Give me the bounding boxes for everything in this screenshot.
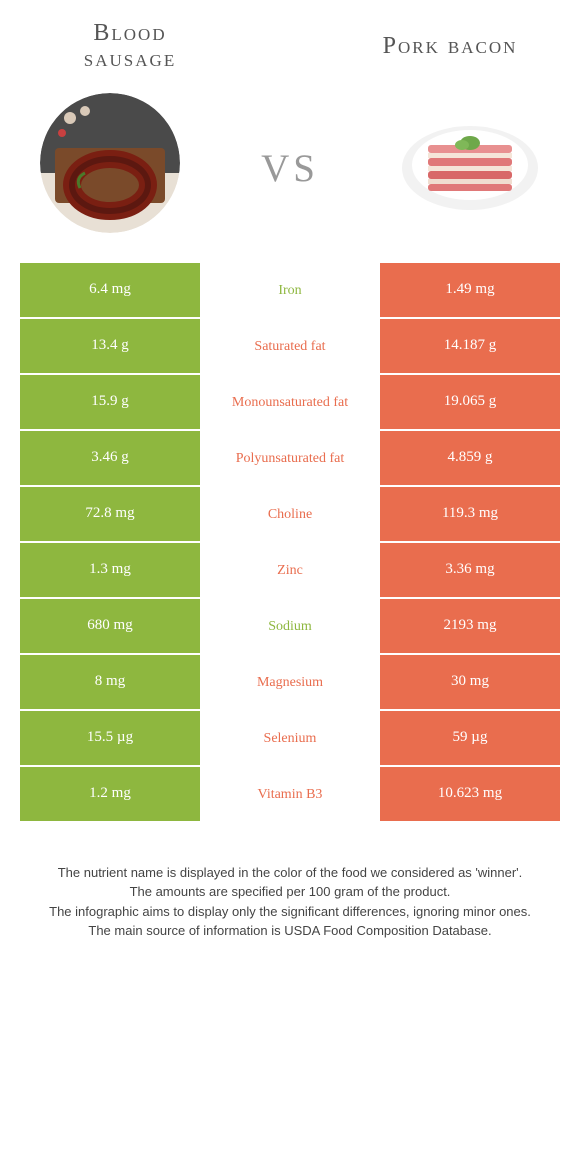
right-food-title: Pork bacon — [360, 33, 540, 59]
header: Blood sausage Pork bacon — [0, 0, 580, 83]
left-value: 8 mg — [20, 655, 200, 711]
nutrient-label: Vitamin B3 — [200, 767, 380, 823]
table-row: 13.4 gSaturated fat14.187 g — [20, 319, 560, 375]
table-row: 15.9 gMonounsaturated fat19.065 g — [20, 375, 560, 431]
footnote-line: The infographic aims to display only the… — [30, 902, 550, 922]
right-value: 19.065 g — [380, 375, 560, 431]
nutrient-label: Magnesium — [200, 655, 380, 711]
right-value: 10.623 mg — [380, 767, 560, 823]
table-row: 680 mgSodium2193 mg — [20, 599, 560, 655]
nutrient-label: Monounsaturated fat — [200, 375, 380, 431]
right-food-image — [400, 113, 540, 213]
left-value: 3.46 g — [20, 431, 200, 487]
table-row: 8 mgMagnesium30 mg — [20, 655, 560, 711]
nutrient-label: Selenium — [200, 711, 380, 767]
right-value: 4.859 g — [380, 431, 560, 487]
right-value: 2193 mg — [380, 599, 560, 655]
footnote-line: The nutrient name is displayed in the co… — [30, 863, 550, 883]
nutrient-label: Polyunsaturated fat — [200, 431, 380, 487]
nutrient-label: Sodium — [200, 599, 380, 655]
table-row: 1.3 mgZinc3.36 mg — [20, 543, 560, 599]
left-title-line2: sausage — [84, 46, 176, 72]
left-value: 1.2 mg — [20, 767, 200, 823]
left-value: 1.3 mg — [20, 543, 200, 599]
right-value: 14.187 g — [380, 319, 560, 375]
right-value: 30 mg — [380, 655, 560, 711]
left-value: 13.4 g — [20, 319, 200, 375]
right-value: 119.3 mg — [380, 487, 560, 543]
footnotes: The nutrient name is displayed in the co… — [0, 823, 580, 971]
nutrient-label: Saturated fat — [200, 319, 380, 375]
table-row: 6.4 mgIron1.49 mg — [20, 263, 560, 319]
footnote-line: The main source of information is USDA F… — [30, 921, 550, 941]
right-value: 59 µg — [380, 711, 560, 767]
left-food-image — [40, 93, 180, 233]
left-value: 6.4 mg — [20, 263, 200, 319]
table-row: 3.46 gPolyunsaturated fat4.859 g — [20, 431, 560, 487]
left-value: 15.9 g — [20, 375, 200, 431]
right-value: 1.49 mg — [380, 263, 560, 319]
vs-row: vs — [0, 83, 580, 263]
table-row: 1.2 mgVitamin B310.623 mg — [20, 767, 560, 823]
nutrient-label: Choline — [200, 487, 380, 543]
table-row: 72.8 mgCholine119.3 mg — [20, 487, 560, 543]
left-value: 680 mg — [20, 599, 200, 655]
right-value: 3.36 mg — [380, 543, 560, 599]
left-title-line1: Blood — [93, 20, 166, 46]
footnote-line: The amounts are specified per 100 gram o… — [30, 882, 550, 902]
table-row: 15.5 µgSelenium59 µg — [20, 711, 560, 767]
left-food-title: Blood sausage — [40, 20, 220, 73]
nutrient-label: Iron — [200, 263, 380, 319]
nutrient-table: 6.4 mgIron1.49 mg13.4 gSaturated fat14.1… — [20, 263, 560, 823]
nutrient-label: Zinc — [200, 543, 380, 599]
vs-label: vs — [261, 131, 319, 195]
left-value: 72.8 mg — [20, 487, 200, 543]
left-value: 15.5 µg — [20, 711, 200, 767]
